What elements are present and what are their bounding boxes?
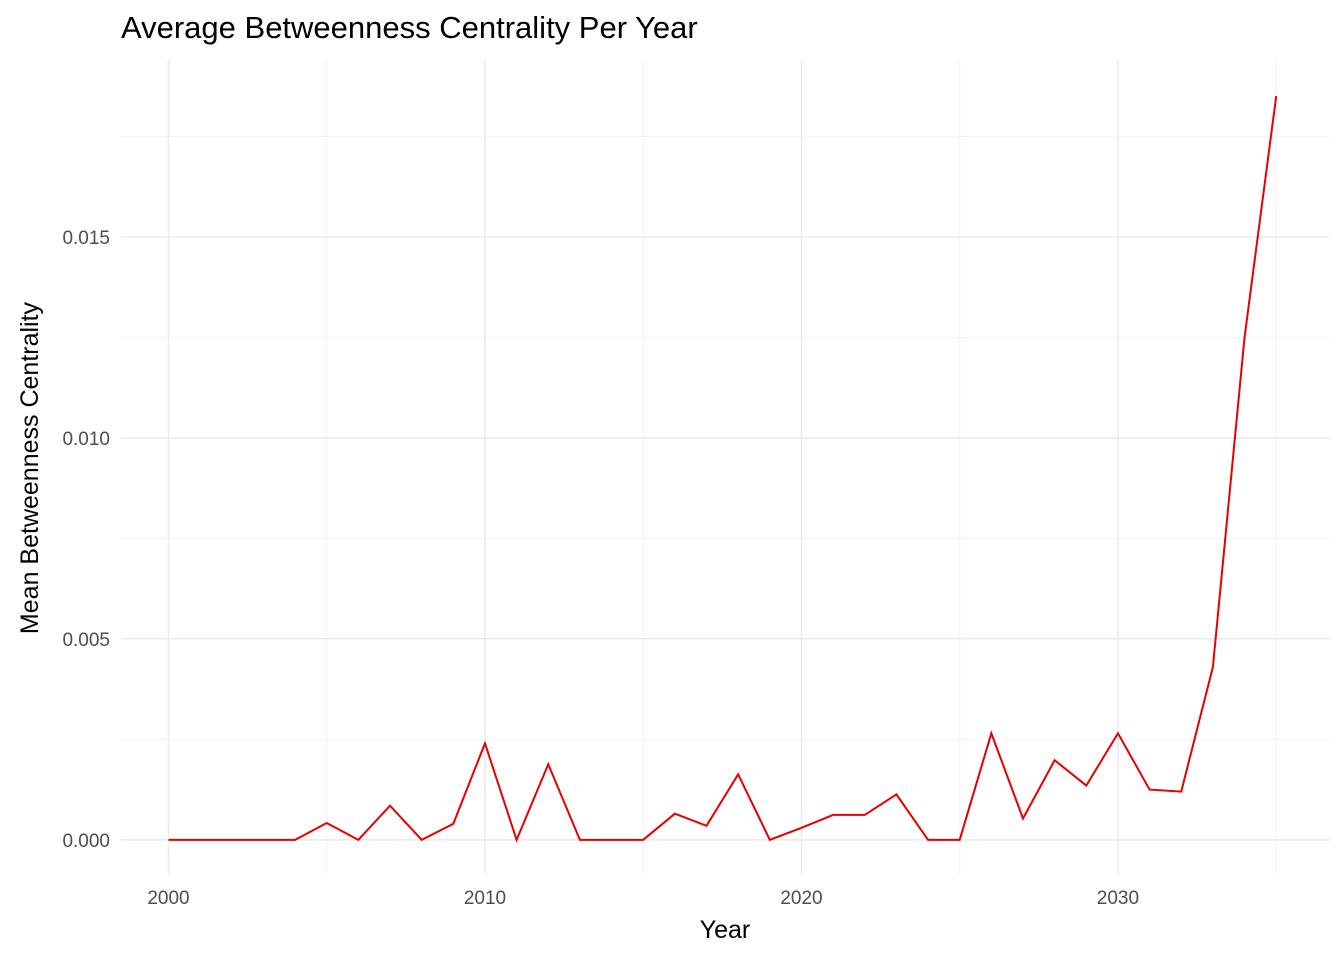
data-point bbox=[611, 839, 613, 841]
data-point bbox=[1085, 785, 1087, 787]
data-point bbox=[516, 839, 518, 841]
data-point bbox=[389, 805, 391, 807]
data-point bbox=[484, 742, 486, 744]
data-point bbox=[326, 822, 328, 824]
y-axis-title: Mean Betweenness Centrality bbox=[16, 301, 44, 634]
data-point bbox=[642, 839, 644, 841]
data-point bbox=[1275, 95, 1277, 97]
minor-gridlines bbox=[121, 60, 1330, 874]
x-tick-label: 2020 bbox=[780, 888, 822, 909]
data-point bbox=[832, 814, 834, 816]
data-point bbox=[1212, 666, 1214, 668]
data-point bbox=[959, 839, 961, 841]
data-point bbox=[452, 823, 454, 825]
data-point bbox=[167, 839, 169, 841]
data-point bbox=[927, 839, 929, 841]
data-point bbox=[357, 839, 359, 841]
y-tick-label: 0.010 bbox=[62, 429, 110, 450]
data-point bbox=[706, 825, 708, 827]
data-point bbox=[674, 813, 676, 815]
x-tick-label: 2010 bbox=[464, 888, 506, 909]
data-point bbox=[769, 839, 771, 841]
x-axis-title: Year bbox=[700, 916, 751, 944]
x-tick-label: 2000 bbox=[147, 888, 189, 909]
data-point bbox=[294, 839, 296, 841]
y-tick-label: 0.005 bbox=[62, 630, 110, 651]
major-gridlines bbox=[121, 60, 1330, 874]
data-point bbox=[1149, 789, 1151, 791]
data-point bbox=[547, 763, 549, 765]
data-point bbox=[800, 827, 802, 829]
data-point bbox=[737, 773, 739, 775]
chart-title: Average Betweenness Centrality Per Year bbox=[121, 10, 698, 45]
data-point bbox=[262, 839, 264, 841]
data-point bbox=[199, 839, 201, 841]
y-axis-tick-labels: 0.000 0.005 0.010 0.015 bbox=[62, 228, 110, 852]
data-point bbox=[1244, 336, 1246, 338]
data-point bbox=[1022, 818, 1024, 820]
data-point bbox=[1054, 759, 1056, 761]
y-tick-label: 0.015 bbox=[62, 228, 110, 249]
x-tick-label: 2030 bbox=[1097, 888, 1139, 909]
data-point bbox=[895, 793, 897, 795]
data-point bbox=[1180, 791, 1182, 793]
data-point bbox=[421, 839, 423, 841]
data-point bbox=[231, 839, 233, 841]
data-point bbox=[1117, 732, 1119, 734]
data-point bbox=[579, 839, 581, 841]
data-point bbox=[990, 732, 992, 734]
x-axis-tick-labels: 2000 2010 2020 2030 bbox=[147, 888, 1139, 909]
series-line bbox=[168, 96, 1278, 843]
data-point bbox=[864, 814, 866, 816]
series-layer bbox=[167, 95, 1278, 843]
y-tick-label: 0.000 bbox=[62, 831, 110, 852]
